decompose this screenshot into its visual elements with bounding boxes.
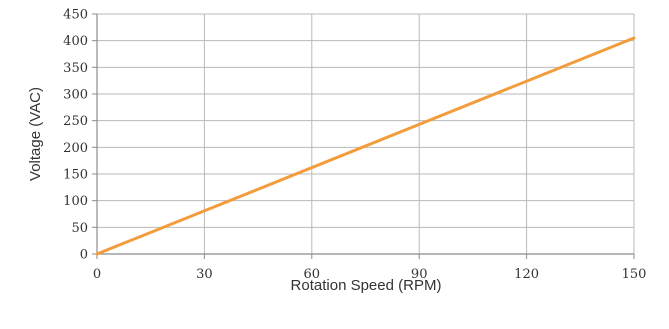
y-tick-label: 150 [63,168,88,183]
y-tick-label: 300 [63,88,88,103]
x-tick-labels: 0 30 60 90 120 150 [93,267,647,282]
x-tick-label: 120 [514,267,539,282]
y-axis-title: Voltage (VAC) [27,87,44,181]
series-lines [95,36,636,256]
y-tick-label: 200 [63,141,88,156]
y-tick-label: 450 [63,8,88,23]
x-tick-label: 30 [196,267,213,282]
x-axis-title: Rotation Speed (RPM) [291,277,442,294]
axes [92,13,635,259]
y-tick-label: 400 [63,34,88,49]
y-tick-label: 250 [63,114,88,129]
y-tick-labels: 0 50 100 150 200 250 300 350 400 450 [63,8,88,263]
y-tick-label: 50 [71,221,88,236]
y-tick-label: 100 [63,194,88,209]
grid-lines [96,13,635,255]
x-tick-label: 60 [304,267,321,282]
y-tick-label: 350 [63,61,88,76]
y-tick-label: 0 [80,248,88,263]
x-tick-label: 150 [622,267,647,282]
series-line-voltage [95,36,636,256]
x-tick-label: 90 [411,267,428,282]
x-tick-label: 0 [93,267,101,282]
